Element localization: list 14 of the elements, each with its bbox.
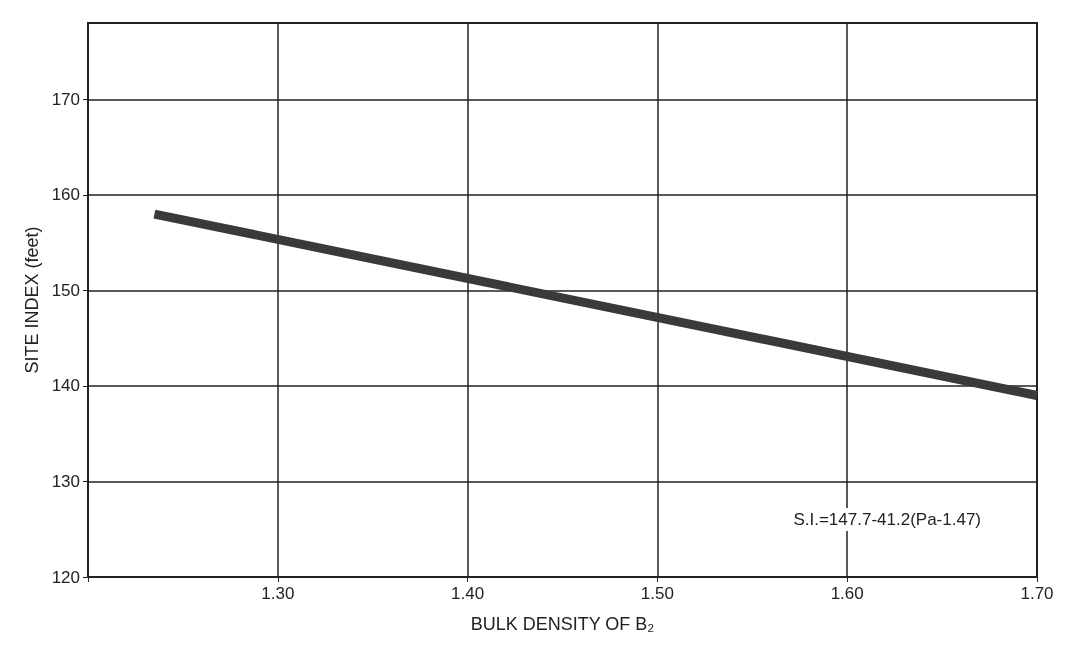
y-tick-label: 120	[51, 567, 80, 587]
y-axis-title: SITE INDEX (feet)	[21, 226, 42, 374]
x-tick-label: 1.70	[1020, 584, 1054, 603]
y-tick-label: 150	[51, 280, 80, 300]
x-tick-label: 1.60	[830, 584, 864, 603]
y-tick-label: 140	[51, 376, 80, 396]
x-tick-label: 1.50	[640, 584, 674, 603]
x-axis-title: BULK DENSITY OF B₂	[470, 614, 655, 634]
annotation: S.I.=147.7-41.2(Pa-1.47)	[793, 510, 981, 529]
y-tick-label: 130	[51, 471, 80, 491]
y-tick-label: 160	[51, 185, 80, 205]
x-tick-label: 1.40	[451, 584, 485, 603]
y-tick-label: 170	[51, 89, 80, 109]
x-tick-label: 1.30	[261, 584, 295, 603]
